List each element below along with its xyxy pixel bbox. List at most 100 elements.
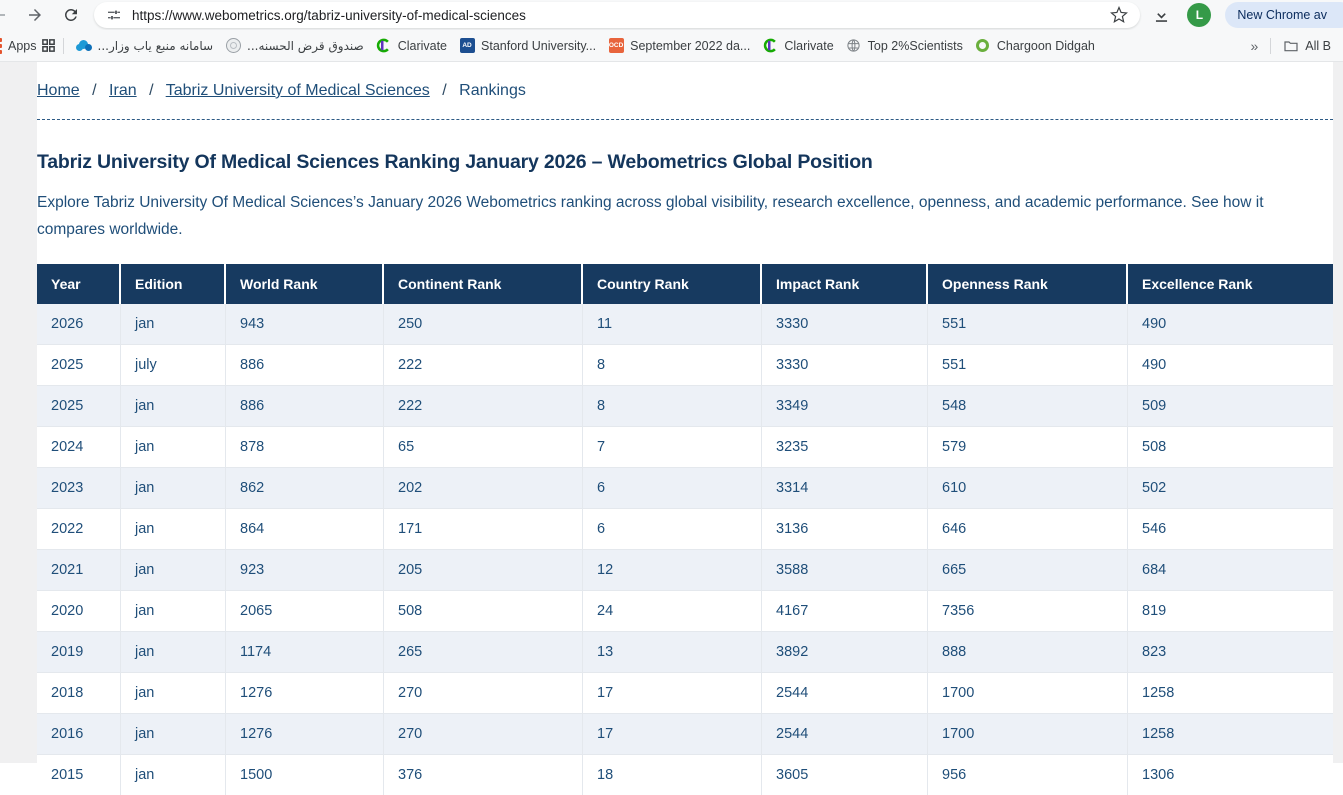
- bookmark-item[interactable]: OCD September 2022 da...: [602, 35, 756, 57]
- bookmark-item[interactable]: Clarivate: [756, 35, 839, 57]
- breadcrumb-home-link[interactable]: Home: [37, 82, 80, 99]
- table-cell: 2023: [37, 468, 121, 509]
- table-cell: jan: [121, 386, 226, 427]
- table-cell: 943: [226, 304, 384, 345]
- cloud-blue-icon: [76, 38, 92, 54]
- table-cell: 1174: [226, 632, 384, 673]
- green-ring-icon: [975, 38, 991, 54]
- forward-icon[interactable]: [24, 4, 46, 26]
- download-icon[interactable]: [1150, 4, 1173, 27]
- table-cell: 878: [226, 427, 384, 468]
- dashed-divider: [37, 119, 1333, 120]
- table-cell: jan: [121, 509, 226, 550]
- table-cell: 490: [1128, 345, 1333, 386]
- table-cell: jan: [121, 550, 226, 591]
- table-cell: 13: [583, 632, 762, 673]
- col-header-impact-rank: Impact Rank: [762, 264, 928, 304]
- address-bar[interactable]: https://www.webometrics.org/tabriz-unive…: [94, 2, 1140, 28]
- table-cell: 3314: [762, 468, 928, 509]
- breadcrumb-country-link[interactable]: Iran: [109, 82, 137, 99]
- bookmark-item[interactable]: صندوق قرض الحسنه...: [219, 35, 370, 57]
- apps-grid-icon[interactable]: [41, 38, 57, 54]
- clarivate-icon: [376, 38, 392, 54]
- table-cell: 548: [928, 386, 1128, 427]
- table-cell: 2021: [37, 550, 121, 591]
- bookmark-item[interactable]: سامانه منبع یاب وزار...: [70, 35, 220, 57]
- new-chrome-button[interactable]: New Chrome av: [1225, 2, 1343, 28]
- table-cell: 1258: [1128, 714, 1333, 755]
- table-cell: 923: [226, 550, 384, 591]
- table-cell: 6: [583, 509, 762, 550]
- table-cell: 2025: [37, 345, 121, 386]
- table-cell: 18: [583, 755, 762, 795]
- table-cell: 864: [226, 509, 384, 550]
- table-row: 2026jan943250113330551490: [37, 304, 1333, 345]
- site-settings-icon[interactable]: [106, 7, 122, 23]
- browser-toolbar: https://www.webometrics.org/tabriz-unive…: [0, 0, 1343, 30]
- table-cell: 579: [928, 427, 1128, 468]
- table-row: 2025jan88622283349548509: [37, 386, 1333, 427]
- col-header-continent-rank: Continent Rank: [384, 264, 583, 304]
- divider: [63, 38, 64, 54]
- avatar[interactable]: L: [1187, 3, 1211, 27]
- table-cell: 502: [1128, 468, 1333, 509]
- table-cell: 3892: [762, 632, 928, 673]
- divider: [1270, 38, 1271, 54]
- bookmarks-overflow-icon[interactable]: »: [1245, 38, 1265, 54]
- table-cell: 508: [1128, 427, 1333, 468]
- bookmark-star-icon[interactable]: [1108, 4, 1130, 26]
- table-cell: 17: [583, 673, 762, 714]
- bookmark-item[interactable]: Clarivate: [370, 35, 453, 57]
- table-header-row: Year Edition World Rank Continent Rank C…: [37, 264, 1333, 304]
- table-cell: 2544: [762, 714, 928, 755]
- back-icon[interactable]: [0, 4, 10, 26]
- col-header-country-rank: Country Rank: [583, 264, 762, 304]
- table-row: 2019jan1174265133892888823: [37, 632, 1333, 673]
- table-cell: 171: [384, 509, 583, 550]
- table-cell: 888: [928, 632, 1128, 673]
- table-cell: 819: [1128, 591, 1333, 632]
- all-bookmarks-button[interactable]: All B: [1277, 35, 1337, 57]
- ad-badge-icon: AD: [459, 38, 475, 54]
- table-cell: 250: [384, 304, 583, 345]
- breadcrumb-university-link[interactable]: Tabriz University of Medical Sciences: [166, 82, 430, 99]
- table-cell: 205: [384, 550, 583, 591]
- page-content: Home / Iran / Tabriz University of Medic…: [37, 62, 1333, 795]
- table-cell: 11: [583, 304, 762, 345]
- table-cell: 17: [583, 714, 762, 755]
- ocd-badge-icon: OCD: [608, 38, 624, 54]
- table-cell: jan: [121, 673, 226, 714]
- table-cell: 665: [928, 550, 1128, 591]
- table-cell: 2019: [37, 632, 121, 673]
- table-cell: jan: [121, 714, 226, 755]
- table-cell: 2016: [37, 714, 121, 755]
- table-cell: jan: [121, 632, 226, 673]
- table-cell: 376: [384, 755, 583, 795]
- table-cell: 610: [928, 468, 1128, 509]
- table-cell: 3235: [762, 427, 928, 468]
- table-row: 2016jan127627017254417001258: [37, 714, 1333, 755]
- table-cell: 8: [583, 386, 762, 427]
- table-cell: 3330: [762, 345, 928, 386]
- table-cell: 270: [384, 673, 583, 714]
- bookmark-item[interactable]: AD Stanford University...: [453, 35, 602, 57]
- col-header-edition: Edition: [121, 264, 226, 304]
- table-cell: 3349: [762, 386, 928, 427]
- table-cell: 508: [384, 591, 583, 632]
- bookmarks-bar: Apps سامانه منبع یاب وزار... صندوق قرض ا…: [0, 30, 1343, 62]
- table-cell: 1276: [226, 714, 384, 755]
- table-cell: 2544: [762, 673, 928, 714]
- table-cell: 2025: [37, 386, 121, 427]
- bookmark-item[interactable]: Top 2%Scientists: [840, 35, 969, 57]
- reload-icon[interactable]: [60, 4, 82, 26]
- col-header-excellence-rank: Excellence Rank: [1128, 264, 1333, 304]
- table-cell: 12: [583, 550, 762, 591]
- folder-icon: [1283, 38, 1299, 54]
- table-cell: 8: [583, 345, 762, 386]
- apps-label[interactable]: Apps: [2, 39, 41, 53]
- bookmark-item[interactable]: Chargoon Didgah: [969, 35, 1101, 57]
- table-cell: 646: [928, 509, 1128, 550]
- url-text[interactable]: https://www.webometrics.org/tabriz-unive…: [132, 8, 1108, 23]
- rankings-table: Year Edition World Rank Continent Rank C…: [37, 264, 1333, 795]
- table-cell: july: [121, 345, 226, 386]
